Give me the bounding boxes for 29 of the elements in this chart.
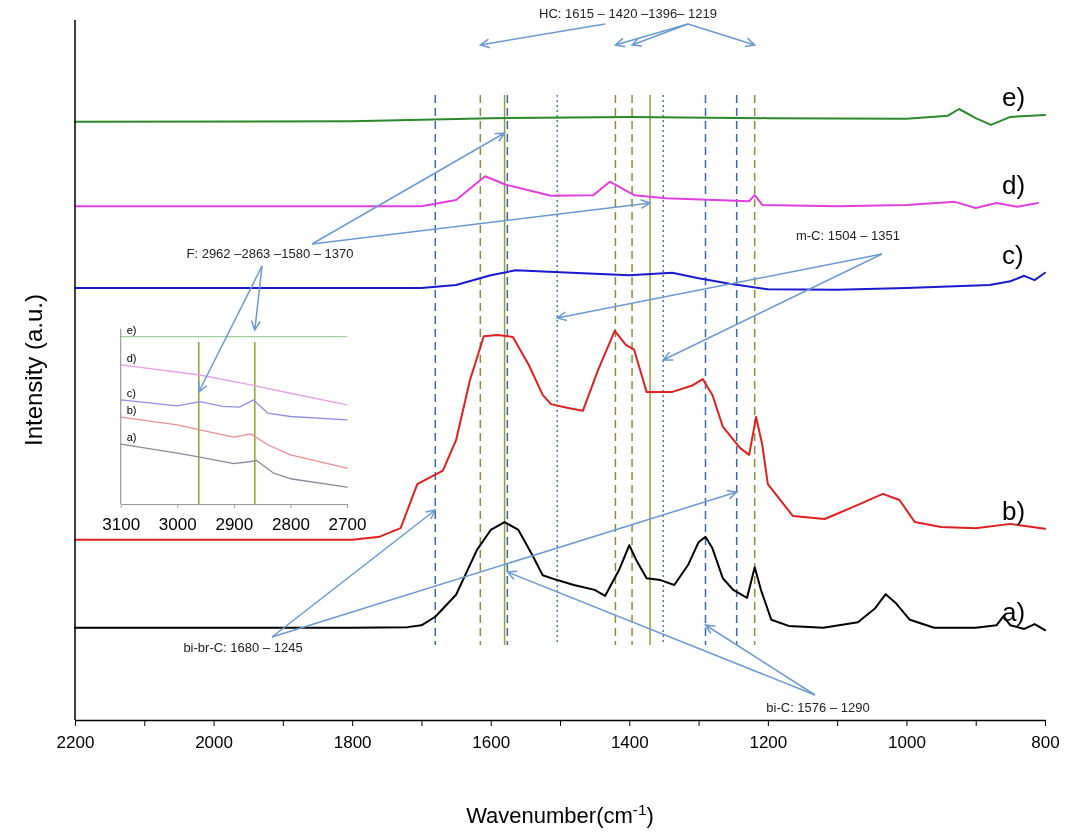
x-tick-label: 2000: [195, 732, 233, 752]
y-axis-title: Intensity (a.u.): [20, 293, 47, 447]
annotation: m-C: 1504 – 1351: [795, 228, 901, 243]
annotation: F: 2962 –2863 –1580 – 1370: [186, 246, 354, 261]
series-label: b): [126, 404, 137, 417]
x-tick-label: 1200: [749, 732, 788, 752]
x-tick-label: 1400: [610, 732, 649, 752]
series-label: a): [126, 431, 137, 444]
series-label: c): [1002, 239, 1024, 270]
x-tick-label: 800: [1031, 732, 1060, 752]
x-tick-label: 2800: [272, 514, 310, 534]
series-label: d): [126, 351, 137, 364]
x-tick-label: 3000: [158, 514, 197, 534]
series-label: c): [126, 386, 136, 399]
x-axis-title: Wavenumber(cm$^{-1}$): [466, 800, 654, 828]
x-tick-label: 1800: [333, 732, 372, 752]
x-tick-label: 3100: [102, 514, 141, 534]
annotation: bi-br-C: 1680 – 1245: [183, 640, 303, 655]
series-label: d): [1002, 170, 1026, 201]
x-tick-label: 2900: [215, 514, 254, 534]
text: HC: 1615 – 1420 –1396– 1219: [539, 6, 717, 21]
x-tick-label: 1000: [888, 732, 926, 752]
x-tick-label: 2700: [328, 514, 367, 534]
series-label: e): [1002, 82, 1026, 113]
x-tick-label: 2200: [56, 732, 95, 752]
series-label: e): [126, 323, 137, 336]
annotation: bi-C: 1576 – 1290: [766, 700, 870, 715]
x-tick-label: 1600: [472, 732, 511, 752]
series-label: b): [1002, 495, 1026, 526]
